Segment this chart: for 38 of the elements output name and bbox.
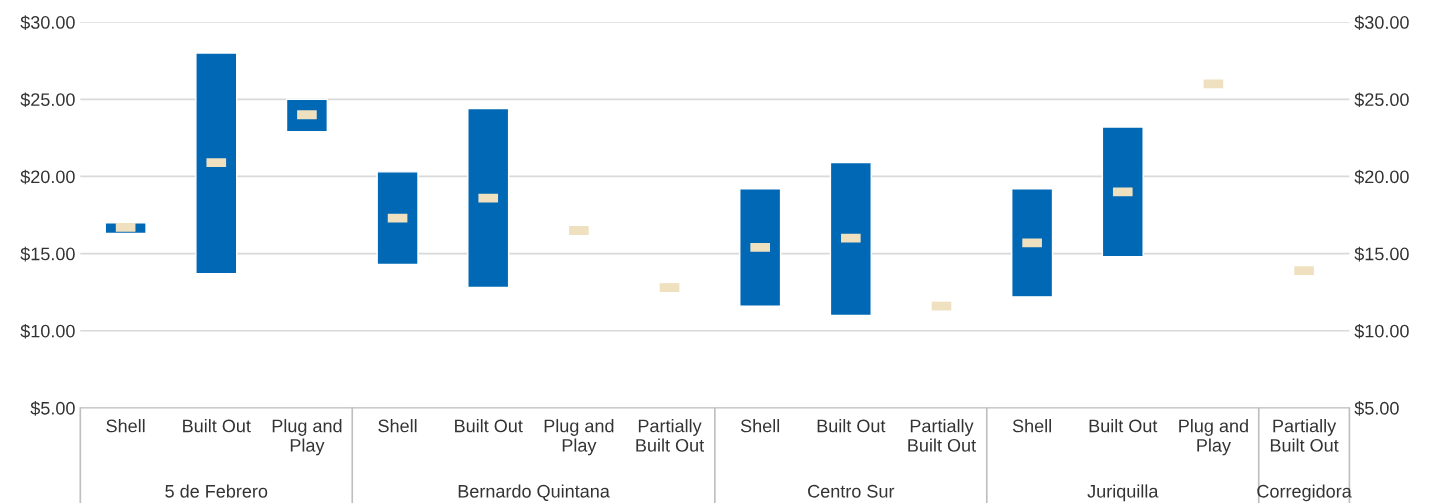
bar bbox=[1011, 188, 1054, 298]
y2-tick-label: $30.00 bbox=[1354, 15, 1409, 30]
y-tick-label: $10.00 bbox=[20, 323, 75, 339]
y2-tick-label: $25.00 bbox=[1354, 92, 1409, 108]
y2-tick-label: $5.00 bbox=[1354, 401, 1399, 416]
x-tick-label: Built Out bbox=[183, 419, 251, 433]
x-tick-label: Built Out bbox=[1089, 419, 1158, 433]
y-tick-label: $20.00 bbox=[20, 169, 75, 185]
x-tick-label: Built Out bbox=[817, 419, 886, 433]
bar bbox=[739, 188, 782, 307]
y-tick-label: $15.00 bbox=[20, 246, 75, 262]
text: 5 de Febrero bbox=[165, 484, 268, 498]
y2-tick-label: $15.00 bbox=[1354, 246, 1409, 262]
y2-tick-label: $20.00 bbox=[1354, 169, 1409, 185]
bar bbox=[376, 171, 419, 266]
bar bbox=[829, 161, 872, 317]
x-tick-label: Partially Built Out bbox=[636, 419, 705, 452]
x-tick-label: Shell bbox=[378, 419, 417, 433]
bar bbox=[195, 52, 238, 275]
text: Corregidora bbox=[1257, 484, 1352, 502]
text: Bernardo Quintana bbox=[458, 484, 610, 501]
bar bbox=[1101, 126, 1144, 258]
x-tick-label: Partially Built Out bbox=[1270, 419, 1339, 452]
y-tick-label: $25.00 bbox=[20, 92, 75, 108]
y2-tick-label: $10.00 bbox=[1354, 323, 1409, 339]
x-tick-label: Partially Built Out bbox=[908, 419, 976, 452]
x-tick-label: Shell bbox=[740, 419, 780, 433]
text: Juriquilla bbox=[1087, 484, 1159, 502]
x-tick-label: Plug and Play bbox=[1179, 419, 1248, 456]
x-tick-label: Shell bbox=[1012, 419, 1051, 433]
y-tick-label: $5.00 bbox=[30, 401, 75, 416]
x-tick-label: Shell bbox=[106, 419, 145, 433]
x-tick-label: Plug and Play bbox=[544, 419, 614, 456]
x-tick-label: Plug and Play bbox=[272, 419, 342, 456]
y-tick-label: $30.00 bbox=[20, 15, 75, 30]
text: Centro Sur bbox=[808, 484, 895, 498]
x-tick-label: Built Out bbox=[455, 419, 523, 433]
bar bbox=[467, 107, 510, 289]
